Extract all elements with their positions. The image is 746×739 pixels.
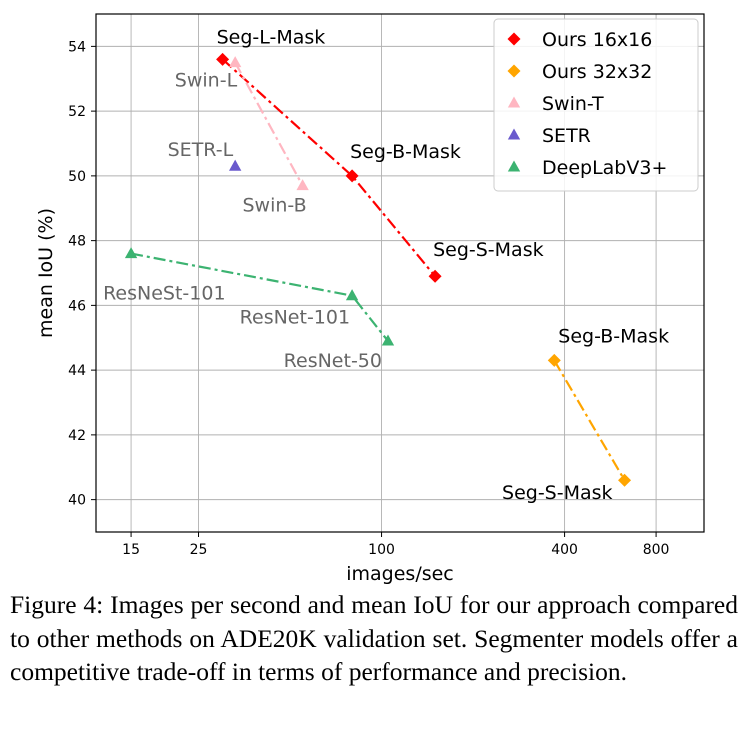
legend-marker-setr <box>507 128 521 140</box>
swin-t-point <box>229 56 242 68</box>
x-tick-label: 100 <box>368 542 395 558</box>
ours-16x16-point <box>216 52 230 66</box>
deeplabv3plus-point <box>345 289 359 301</box>
deeplabv3plus-point <box>381 334 395 346</box>
legend-label-deeplabv3plus: DeepLabV3+ <box>542 157 667 179</box>
x-tick-label: 15 <box>122 542 140 558</box>
data-points <box>124 52 632 487</box>
y-axis-label: mean IoU (%) <box>35 208 57 338</box>
plot-frame <box>95 13 705 533</box>
y-tick-label: 50 <box>68 169 86 185</box>
legend-marker-ours-16x16 <box>507 32 521 46</box>
point-label: Seg-B-Mask <box>350 141 461 163</box>
point-label: SETR-L <box>168 139 234 161</box>
ours-16x16-point <box>428 269 442 283</box>
y-tick-label: 48 <box>68 234 86 250</box>
y-tick-label: 46 <box>68 298 86 314</box>
legend-label-ours-16x16: Ours 16x16 <box>542 29 652 51</box>
ours-16x16-line <box>221 58 436 277</box>
point-annotations: Seg-L-Mask Seg-B-Mask Seg-S-Mask Seg-B-Mask… <box>103 26 669 504</box>
legend-marker-ours-32x32 <box>507 64 521 78</box>
y-tick-label: 40 <box>68 493 86 509</box>
point-label: ResNet-50 <box>284 350 382 372</box>
point-label: ResNeSt-101 <box>103 283 225 305</box>
point-label: Swin-B <box>242 195 306 217</box>
swin-t-point <box>296 179 309 191</box>
point-label: Seg-S-Mask <box>502 482 613 504</box>
legend-marker-deeplabv3plus <box>507 160 521 172</box>
y-tick-label: 54 <box>68 39 86 55</box>
point-label: Seg-S-Mask <box>433 239 544 261</box>
x-axis-label: images/sec <box>346 563 454 585</box>
x-tick-label: 400 <box>551 542 578 558</box>
figure-caption: Figure 4: Images per second and mean IoU… <box>10 590 738 686</box>
y-tick-label: 44 <box>68 363 86 379</box>
point-label: ResNet-101 <box>240 307 350 329</box>
setr-point <box>229 159 242 171</box>
ours-32x32-line <box>553 359 626 481</box>
legend: Ours 16x16 Ours 32x32 Swin-T SETR DeepLabV3+ <box>493 18 699 192</box>
y-tick-label: 52 <box>68 104 86 120</box>
ours-32x32-point <box>618 473 632 487</box>
point-label: Seg-L-Mask <box>217 26 326 48</box>
x-tick-label: 800 <box>643 542 670 558</box>
x-tick-label: 25 <box>190 542 208 558</box>
point-label: Seg-B-Mask <box>558 325 669 347</box>
ours-32x32-point <box>547 353 561 367</box>
legend-label-setr: SETR <box>542 125 591 147</box>
legend-label-ours-32x32: Ours 32x32 <box>542 61 652 83</box>
axis-ticks: 15 25 100 400 800 40 42 44 46 48 50 52 54 <box>68 39 669 558</box>
ours-16x16-point <box>345 169 359 183</box>
point-label: Swin-L <box>175 70 238 92</box>
y-tick-label: 42 <box>68 428 86 444</box>
legend-label-swin-t: Swin-T <box>542 93 604 115</box>
legend-marker-swin-t <box>507 96 521 108</box>
chart: Seg-L-Mask Seg-B-Mask Seg-S-Mask Seg-B-Mask… <box>35 13 705 585</box>
deeplabv3plus-point <box>124 247 138 259</box>
swin-t-line <box>234 62 304 187</box>
legend-box <box>493 18 699 192</box>
